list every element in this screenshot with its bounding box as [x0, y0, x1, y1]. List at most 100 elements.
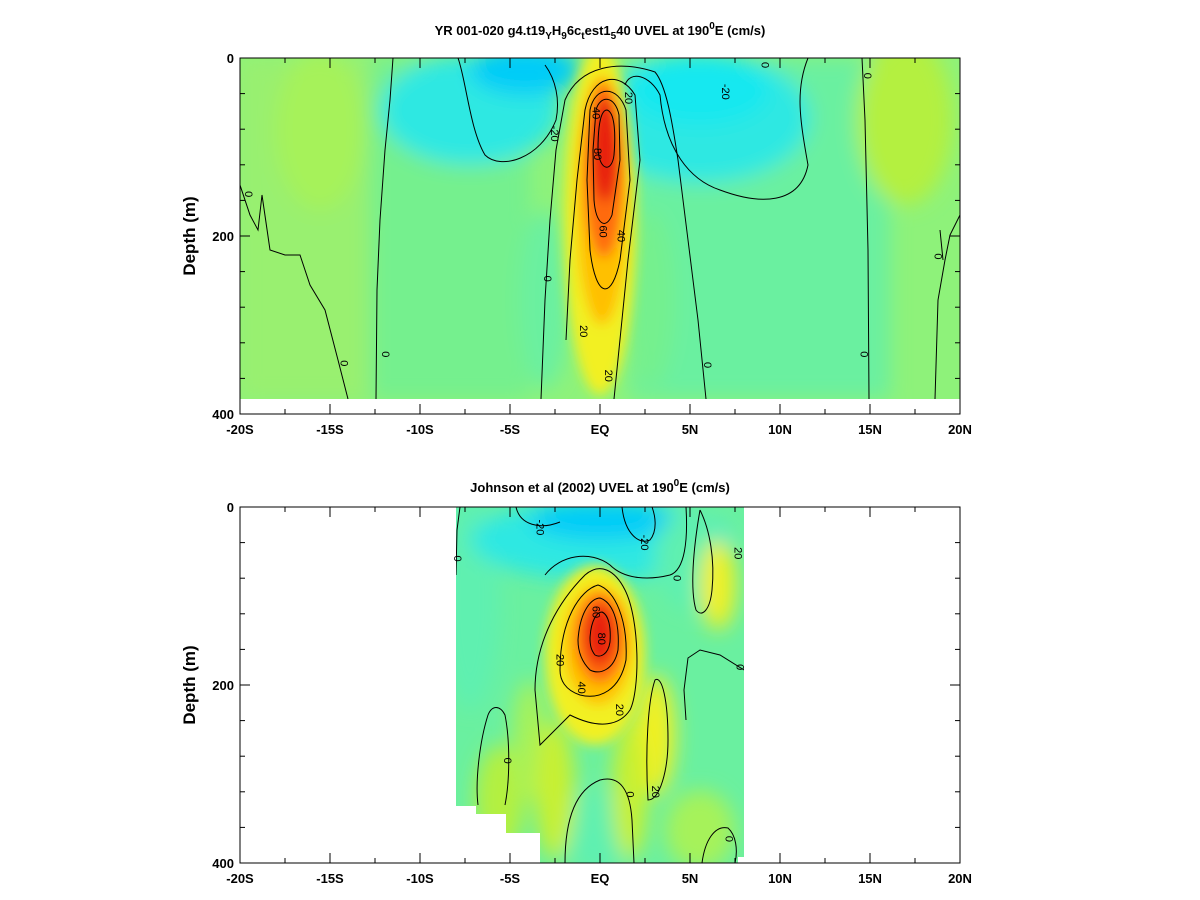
- svg-text:0: 0: [670, 575, 682, 581]
- bottom-contour-right-b: [683, 649, 744, 721]
- top-contour-zero-left-a: [240, 184, 349, 399]
- top-contour-label: 0: [858, 351, 870, 357]
- bottom-contour-mid-0: [564, 778, 635, 863]
- svg-text:20: 20: [602, 370, 614, 382]
- bottom-contour-label: 20: [732, 547, 744, 559]
- top-x-tick-label: 15N: [858, 422, 882, 437]
- bottom-panel: Johnson et al (2002) UVEL at 1900E (cm/s…: [180, 478, 972, 886]
- top-contour-label: 0: [379, 351, 391, 357]
- svg-text:0: 0: [931, 253, 943, 259]
- top-contours: [240, 58, 960, 399]
- bottom-contour-left-0: [476, 707, 510, 806]
- top-heatmap: [240, 58, 960, 399]
- bottom-contour-label: -20: [638, 535, 650, 551]
- bottom-contour-80: [589, 611, 611, 657]
- bottom-heatmap: [456, 507, 744, 863]
- bottom-y-tick-label: 0: [227, 500, 234, 515]
- svg-text:20: 20: [577, 325, 589, 337]
- top-x-tick-label: -5S: [500, 422, 521, 437]
- bottom-contour-label: 80: [595, 633, 607, 645]
- top-contour-zero-eq-left: [540, 65, 707, 399]
- svg-text:0: 0: [861, 73, 873, 79]
- svg-text:40: 40: [615, 230, 627, 242]
- bottom-contours: [456, 507, 744, 863]
- top-x-tick-label: -20S: [226, 422, 254, 437]
- svg-text:40: 40: [589, 107, 601, 119]
- bottom-contour-label: -20: [534, 520, 546, 536]
- top-contour-label: 0: [242, 191, 254, 197]
- bottom-contour-label: 20: [553, 654, 565, 666]
- svg-text:40: 40: [575, 682, 587, 694]
- bottom-contour-minus20-b: [621, 507, 656, 542]
- top-contour-40: [586, 90, 631, 290]
- top-contour-label: -20: [719, 84, 731, 100]
- top-chart-title: YR 001-020 g4.t19YH96ctest1540 UVEL at 1…: [435, 21, 766, 42]
- top-contour-label: 0: [931, 253, 943, 259]
- top-contour-zero-left-b: [375, 58, 394, 399]
- svg-text:20: 20: [622, 92, 634, 104]
- bottom-contour-label: 20: [649, 786, 661, 798]
- bottom-x-tick-label: 5N: [682, 871, 699, 886]
- svg-text:20: 20: [732, 547, 744, 559]
- top-contour-label: 20: [577, 325, 589, 337]
- svg-text:0: 0: [858, 351, 870, 357]
- top-y-tick-label: 200: [212, 229, 234, 244]
- bottom-contour-label: 0: [624, 791, 636, 797]
- svg-text:0: 0: [723, 836, 735, 842]
- top-contour-zero-right-c: [939, 229, 944, 261]
- bottom-x-tick-label: 20N: [948, 871, 972, 886]
- svg-text:0: 0: [759, 62, 771, 68]
- top-contour-60: [592, 98, 621, 224]
- bottom-x-tick-label: -20S: [226, 871, 254, 886]
- top-contour-label: 0: [541, 276, 553, 282]
- svg-text:80: 80: [591, 148, 603, 160]
- bottom-contour-minus20-a: [515, 507, 561, 527]
- svg-text:60: 60: [597, 225, 609, 237]
- top-y-tick-label: 0: [227, 51, 234, 66]
- top-contour-label: 0: [337, 360, 349, 366]
- top-contour-labels: 0 0 0 0 0 0 0 0 -20 0 20 -20 40 80 60 40 20 20: [242, 62, 943, 382]
- bottom-contour-label: 20: [613, 704, 625, 716]
- bottom-contour-60: [577, 597, 619, 673]
- top-contour-label: 60: [597, 225, 609, 237]
- svg-text:20: 20: [649, 786, 661, 798]
- svg-text:-20: -20: [638, 535, 650, 551]
- bottom-x-tick-label: 10N: [768, 871, 792, 886]
- top-contour-label: 80: [591, 148, 603, 160]
- svg-text:20: 20: [553, 654, 565, 666]
- bottom-contour-40: [559, 584, 627, 697]
- bottom-contour-20-right: [646, 678, 669, 801]
- bottom-x-tick-label: -10S: [406, 871, 434, 886]
- svg-text:80: 80: [595, 633, 607, 645]
- bottom-x-tick-label: -15S: [316, 871, 344, 886]
- top-contour-80: [597, 109, 616, 168]
- bottom-contour-right-a: [692, 509, 714, 614]
- svg-text:0: 0: [242, 191, 254, 197]
- bottom-contour-zero-bottom-right: [701, 827, 737, 863]
- bottom-contour-label: 0: [723, 836, 735, 842]
- svg-text:20: 20: [613, 704, 625, 716]
- svg-text:0: 0: [701, 362, 713, 368]
- bottom-chart-title: Johnson et al (2002) UVEL at 1900E (cm/s…: [470, 478, 730, 495]
- svg-text:-20: -20: [548, 126, 560, 142]
- bottom-y-tick-label: 200: [212, 678, 234, 693]
- bottom-contour-label: 0: [451, 556, 463, 562]
- bottom-x-tick-label: -5S: [500, 871, 521, 886]
- svg-text:0: 0: [624, 791, 636, 797]
- top-x-tick-label: 20N: [948, 422, 972, 437]
- svg-text:0: 0: [501, 758, 513, 764]
- bottom-contour-label: 60: [589, 606, 601, 618]
- svg-text:60: 60: [589, 606, 601, 618]
- top-contour-20: [565, 78, 641, 399]
- svg-text:0: 0: [379, 351, 391, 357]
- bottom-contour-label: 0: [670, 575, 682, 581]
- top-contour-minus20-left: [457, 58, 559, 163]
- top-contour-zero-right-a: [861, 58, 870, 399]
- bottom-contour-label: 0: [501, 758, 513, 764]
- top-x-tick-label: -10S: [406, 422, 434, 437]
- top-panel: YR 001-020 g4.t19YH96ctest1540 UVEL at 1…: [180, 21, 972, 437]
- top-contour-label: 0: [861, 73, 873, 79]
- top-contour-label: 40: [615, 230, 627, 242]
